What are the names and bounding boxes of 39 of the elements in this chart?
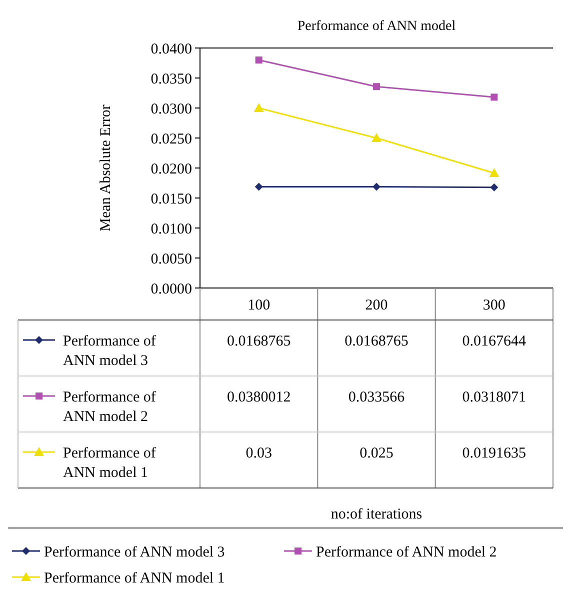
data-label: 0.0318071 bbox=[462, 389, 526, 406]
point bbox=[373, 83, 380, 90]
data-label: 0.0168765 bbox=[226, 333, 291, 350]
y-tick-label: 0.0250 bbox=[150, 131, 192, 148]
point bbox=[489, 168, 500, 178]
point bbox=[490, 94, 498, 101]
y-tick-label: 0.0200 bbox=[150, 161, 192, 178]
x-tick-label: 200 bbox=[365, 297, 388, 314]
data-label: 0.025 bbox=[360, 445, 394, 462]
legend-label: Performance of ANN model 1 bbox=[63, 445, 156, 481]
y-tick-label: 0.0050 bbox=[150, 251, 192, 268]
y-axis-title: Mean Absolute Error bbox=[98, 104, 114, 232]
x-tick-label: 300 bbox=[482, 297, 506, 314]
legend-label: Performance of ANN model 2 bbox=[63, 389, 156, 425]
y-tick-label: 0.0000 bbox=[150, 281, 192, 298]
legend-label: Performance of ANN model 3 bbox=[63, 333, 156, 369]
y-tick-label: 0.0100 bbox=[150, 221, 192, 238]
data-label: 0.0168765 bbox=[344, 333, 408, 350]
text: Performance of ANN model 1 bbox=[44, 570, 225, 586]
data-label: 0.0191635 bbox=[462, 445, 526, 462]
y-tick-label: 0.0350 bbox=[150, 71, 192, 88]
chart-title: Performance of ANN model bbox=[297, 19, 456, 34]
y-tick-label: 0.0300 bbox=[150, 101, 192, 118]
point bbox=[372, 133, 382, 142]
data-label: 0.03 bbox=[246, 445, 272, 462]
text: no:of iterations bbox=[330, 506, 422, 522]
point bbox=[254, 182, 263, 191]
text: Performance of ANN model 3 bbox=[44, 544, 225, 560]
point bbox=[372, 182, 380, 191]
x-tick-label: 100 bbox=[248, 297, 270, 314]
point bbox=[254, 103, 264, 112]
data-label: 0.0167644 bbox=[462, 333, 527, 350]
point bbox=[490, 183, 498, 192]
y-tick-label: 0.0400 bbox=[150, 41, 192, 58]
data-label: 0.033566 bbox=[348, 389, 406, 406]
data-label: 0.0380012 bbox=[226, 389, 291, 406]
text: Performance of ANN model 2 bbox=[316, 544, 497, 560]
point bbox=[255, 56, 262, 64]
y-tick-label: 0.0150 bbox=[150, 191, 192, 208]
